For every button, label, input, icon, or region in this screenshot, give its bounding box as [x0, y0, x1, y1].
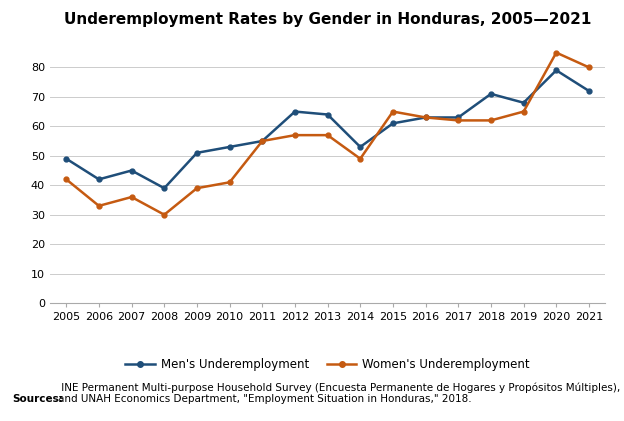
- Men's Underemployment: [62, 156, 70, 161]
- Legend: Men's Underemployment, Women's Underemployment: Men's Underemployment, Women's Underempl…: [125, 359, 530, 371]
- Women's Underemployment: [552, 50, 560, 55]
- Text: INE Permanent Multi-purpose Household Survey (Encuesta Permanente de Hogares y P: INE Permanent Multi-purpose Household Su…: [58, 382, 620, 404]
- Men's Underemployment: [128, 168, 135, 173]
- Men's Underemployment: [95, 177, 103, 182]
- Women's Underemployment: [160, 212, 168, 217]
- Women's Underemployment: [291, 133, 299, 138]
- Men's Underemployment: [356, 144, 364, 149]
- Women's Underemployment: [258, 139, 266, 144]
- Men's Underemployment: [226, 144, 233, 149]
- Men's Underemployment: [585, 88, 593, 93]
- Women's Underemployment: [520, 109, 527, 114]
- Text: Sources:: Sources:: [12, 394, 64, 404]
- Women's Underemployment: [193, 186, 201, 191]
- Men's Underemployment: [552, 68, 560, 73]
- Men's Underemployment: [520, 100, 527, 105]
- Men's Underemployment: [422, 115, 429, 120]
- Women's Underemployment: [389, 109, 397, 114]
- Title: Underemployment Rates by Gender in Honduras, 2005—2021: Underemployment Rates by Gender in Hondu…: [64, 12, 592, 27]
- Women's Underemployment: [95, 203, 103, 208]
- Women's Underemployment: [128, 195, 135, 200]
- Women's Underemployment: [324, 133, 331, 138]
- Line: Women's Underemployment: Women's Underemployment: [64, 50, 592, 217]
- Women's Underemployment: [585, 65, 593, 70]
- Women's Underemployment: [62, 177, 70, 182]
- Men's Underemployment: [160, 186, 168, 191]
- Men's Underemployment: [389, 121, 397, 126]
- Men's Underemployment: [487, 91, 495, 96]
- Men's Underemployment: [454, 115, 462, 120]
- Women's Underemployment: [454, 118, 462, 123]
- Women's Underemployment: [487, 118, 495, 123]
- Women's Underemployment: [356, 156, 364, 161]
- Women's Underemployment: [422, 115, 429, 120]
- Line: Men's Underemployment: Men's Underemployment: [64, 68, 592, 191]
- Women's Underemployment: [226, 180, 233, 185]
- Men's Underemployment: [291, 109, 299, 114]
- Men's Underemployment: [324, 112, 331, 117]
- Men's Underemployment: [258, 139, 266, 144]
- Men's Underemployment: [193, 150, 201, 155]
